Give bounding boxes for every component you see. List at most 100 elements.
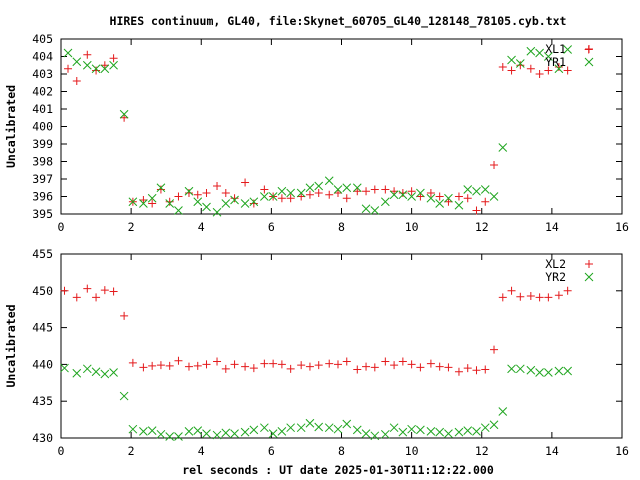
data-point	[109, 54, 118, 63]
data-point	[286, 423, 296, 433]
data-point	[435, 192, 444, 201]
data-point	[241, 362, 250, 371]
data-point	[407, 360, 416, 369]
data-point	[407, 192, 416, 201]
data-point	[277, 360, 286, 369]
data-point	[72, 293, 81, 302]
data-point	[193, 197, 203, 207]
data-point	[389, 423, 399, 433]
y-axis-label: Uncalibrated	[4, 85, 18, 168]
data-point	[416, 192, 425, 201]
data-point	[426, 193, 436, 203]
data-point	[563, 66, 572, 75]
data-point	[82, 60, 92, 70]
data-point	[100, 61, 109, 70]
data-point	[398, 357, 407, 366]
data-point	[333, 360, 342, 369]
data-point	[92, 293, 101, 302]
data-point	[342, 194, 351, 203]
y-tick-label: 402	[32, 85, 53, 99]
data-point	[480, 185, 490, 194]
data-point	[472, 427, 481, 436]
x-tick-label: 16	[615, 220, 629, 234]
data-point	[444, 429, 453, 438]
data-point	[563, 286, 572, 295]
x-tick-label: 8	[338, 444, 345, 458]
data-point	[286, 188, 296, 198]
data-point	[230, 429, 239, 438]
data-point	[60, 286, 69, 295]
y-tick-label: 440	[32, 357, 53, 371]
y-tick-label: 405	[32, 32, 53, 46]
data-point	[472, 366, 481, 375]
data-point	[305, 183, 315, 193]
data-point	[544, 66, 553, 75]
data-point	[221, 199, 231, 208]
data-point	[193, 426, 203, 435]
data-point	[454, 192, 463, 201]
x-tick-label: 8	[338, 220, 345, 234]
x-tick-label: 2	[128, 220, 135, 234]
data-point	[72, 77, 81, 85]
data-point	[128, 424, 138, 434]
data-point	[333, 424, 343, 434]
data-point	[184, 189, 193, 197]
data-point	[362, 362, 371, 371]
data-point	[563, 45, 573, 54]
y-tick-label: 455	[32, 247, 53, 261]
data-point	[535, 70, 544, 78]
data-point	[454, 200, 464, 210]
data-point	[325, 190, 334, 199]
data-point	[554, 63, 563, 71]
data-point	[554, 366, 564, 376]
data-point	[515, 364, 525, 374]
data-point	[165, 361, 174, 370]
data-point	[165, 432, 175, 441]
data-point	[100, 64, 110, 74]
data-point	[333, 189, 342, 197]
y-tick-label: 435	[32, 394, 53, 408]
data-point	[305, 362, 314, 371]
x-tick-label: 4	[198, 220, 205, 234]
data-point	[526, 46, 536, 56]
data-point	[109, 287, 118, 296]
data-point	[286, 194, 295, 203]
data-point	[148, 361, 157, 370]
data-point	[120, 113, 129, 122]
data-point	[91, 367, 101, 377]
data-point	[260, 359, 269, 368]
data-point	[240, 199, 250, 208]
data-point	[314, 189, 323, 197]
data-point	[100, 369, 110, 379]
data-point	[490, 345, 499, 354]
plot-frame	[60, 38, 623, 215]
x-tick-label: 10	[405, 220, 419, 234]
data-point	[544, 293, 553, 302]
data-point	[480, 423, 490, 433]
data-point	[165, 199, 175, 208]
data-point	[535, 293, 544, 302]
data-point	[535, 48, 544, 58]
legend-label: YR2	[545, 270, 566, 284]
data-point	[147, 193, 157, 203]
data-point	[398, 427, 408, 437]
data-point	[507, 55, 516, 65]
data-point	[83, 284, 92, 293]
y-tick-label: 403	[32, 67, 53, 81]
data-point	[444, 197, 453, 206]
data-point	[174, 432, 183, 441]
y-tick-label: 450	[32, 284, 53, 298]
x-tick-label: 2	[128, 444, 135, 458]
legend-marker	[585, 260, 593, 268]
data-point	[342, 419, 352, 429]
data-point	[260, 185, 269, 194]
x-tick-label: 6	[268, 444, 275, 458]
data-point	[72, 57, 82, 67]
data-point	[463, 194, 472, 203]
x-tick-label: 12	[475, 444, 489, 458]
data-point	[416, 188, 425, 198]
data-point	[296, 423, 306, 433]
data-point	[139, 427, 148, 436]
y-tick-label: 398	[32, 155, 53, 169]
data-point	[277, 194, 286, 203]
